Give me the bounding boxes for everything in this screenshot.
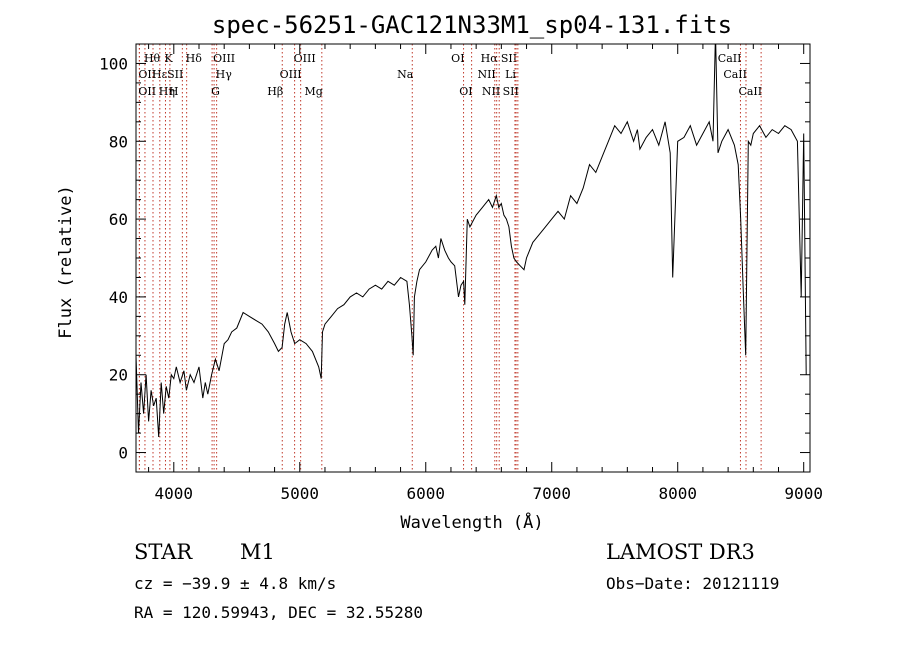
spectral-line-label: OIII: [280, 68, 302, 81]
spectral-line-label: OI: [459, 85, 472, 98]
x-tick-label: 7000: [532, 484, 571, 503]
spectral-line-label: SII: [503, 85, 519, 98]
y-tick-label: 80: [109, 132, 128, 151]
survey-name: LAMOST DR3: [606, 540, 755, 564]
y-tick-label: 20: [109, 366, 128, 385]
spectral-line-label: Li: [505, 68, 516, 81]
object-class: STAR: [134, 540, 193, 564]
x-tick-label: 8000: [658, 484, 697, 503]
y-tick-label: 0: [118, 444, 128, 463]
object-subclass: M1: [240, 540, 275, 564]
x-tick-label: 9000: [784, 484, 823, 503]
spectral-line-label: OIII: [294, 52, 316, 65]
spectral-line-label: Hβ: [267, 85, 283, 98]
spectral-line-label: OII: [138, 68, 156, 81]
spectral-line-label: H: [169, 85, 179, 98]
series-layer: [136, 44, 807, 438]
y-tick-label: 60: [109, 210, 128, 229]
axes: 4000 5000 6000 7000 8000 9000 0 20 40 60 80 100: [99, 43, 823, 503]
spectral-line-label: OIII: [213, 52, 235, 65]
spectral-line-label: CaII: [738, 85, 762, 98]
spectral-line-label: NII: [482, 85, 500, 98]
spectral-line-label: Hθ: [144, 52, 161, 65]
spectral-line-label: Hγ: [216, 68, 233, 81]
spectral-line-label: Na: [397, 68, 414, 81]
spectral-line-label: CaII: [718, 52, 742, 65]
chart-title: spec-56251-GAC121N33M1_sp04-131.fits: [212, 11, 732, 39]
plot-frame: [135, 43, 811, 473]
x-axis-label: Wavelength (Å): [400, 511, 543, 533]
y-axis-label: Flux (relative): [56, 185, 76, 339]
spectral-line-label: Mg: [305, 85, 323, 98]
spectral-line-label: OII: [138, 85, 156, 98]
spectral-line-label: NII: [477, 68, 495, 81]
spectral-line-label: OI: [451, 52, 464, 65]
x-tick-label: 6000: [406, 484, 445, 503]
spectral-line-label: SII: [501, 52, 517, 65]
y-tick-label: 100: [99, 54, 128, 73]
x-tick-label: 5000: [281, 484, 320, 503]
y-tick-label: 40: [109, 288, 128, 307]
spectral-line-label: Hε: [152, 68, 168, 81]
spectral-line-label: K: [164, 52, 173, 65]
spectral-line-label: G: [211, 85, 220, 98]
x-tick-label: 4000: [155, 484, 194, 503]
redshift-velocity: cz = −39.9 ± 4.8 km/s: [134, 574, 337, 593]
spectral-line-label: Hδ: [186, 52, 203, 65]
spectral-line-label: SII: [167, 68, 183, 81]
spectral-line-label: Hα: [481, 52, 499, 65]
spectral-line-label: Hη: [159, 85, 175, 98]
ra-dec-coordinates: RA = 120.59943, DEC = 32.55280: [134, 603, 423, 622]
observation-date: Obs−Date: 20121119: [606, 574, 780, 593]
spectral-line-label: CaII: [723, 68, 747, 81]
spectrum-flux-line: [136, 44, 807, 438]
